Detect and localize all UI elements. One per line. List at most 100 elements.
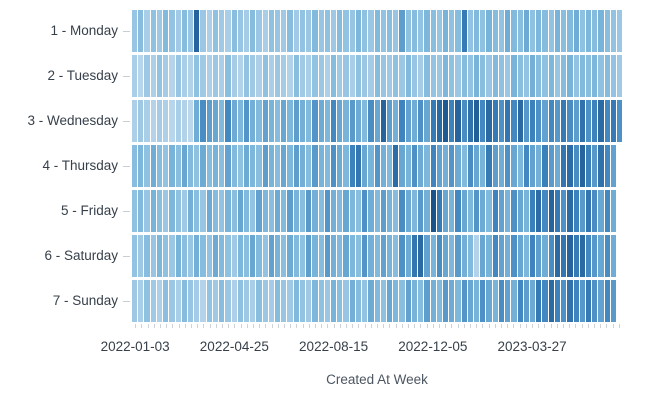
heatmap-cell[interactable] — [331, 145, 337, 187]
heatmap-cell[interactable] — [610, 100, 617, 142]
heatmap-cell[interactable] — [492, 190, 498, 232]
heatmap-cell[interactable] — [324, 100, 330, 142]
heatmap-cell[interactable] — [287, 190, 293, 232]
heatmap-cell[interactable] — [343, 145, 349, 187]
heatmap-cell[interactable] — [212, 10, 219, 52]
heatmap-cell[interactable] — [567, 55, 573, 97]
heatmap-cell[interactable] — [548, 190, 554, 232]
heatmap-cell[interactable] — [206, 235, 212, 277]
heatmap-cell[interactable] — [411, 190, 418, 232]
heatmap-cell[interactable] — [380, 55, 386, 97]
heatmap-cell[interactable] — [243, 55, 250, 97]
heatmap-cell[interactable] — [598, 55, 604, 97]
heatmap-cell[interactable] — [150, 235, 156, 277]
heatmap-cell[interactable] — [281, 190, 287, 232]
heatmap-cell[interactable] — [187, 145, 194, 187]
heatmap-cell[interactable] — [349, 190, 355, 232]
heatmap-cell[interactable] — [573, 55, 579, 97]
heatmap-cell[interactable] — [579, 280, 585, 322]
heatmap-cell[interactable] — [374, 55, 380, 97]
heatmap-cell[interactable] — [604, 190, 610, 232]
heatmap-cell[interactable] — [530, 280, 536, 322]
heatmap-cell[interactable] — [436, 100, 442, 142]
heatmap-cell[interactable] — [306, 190, 312, 232]
heatmap-cell[interactable] — [306, 145, 312, 187]
heatmap-cell[interactable] — [243, 190, 250, 232]
heatmap-cell[interactable] — [474, 55, 480, 97]
heatmap-cell[interactable] — [585, 235, 592, 277]
heatmap-cell[interactable] — [386, 100, 393, 142]
heatmap-cell[interactable] — [212, 145, 219, 187]
heatmap-cell[interactable] — [386, 280, 393, 322]
heatmap-cell[interactable] — [156, 10, 163, 52]
heatmap-cell[interactable] — [262, 280, 268, 322]
heatmap-cell[interactable] — [374, 280, 380, 322]
heatmap-cell[interactable] — [262, 235, 268, 277]
heatmap-cell[interactable] — [405, 190, 411, 232]
heatmap-cell[interactable] — [237, 100, 243, 142]
heatmap-cell[interactable] — [225, 145, 231, 187]
heatmap-cell[interactable] — [386, 10, 393, 52]
heatmap-cell[interactable] — [237, 235, 243, 277]
heatmap-cell[interactable] — [275, 235, 281, 277]
heatmap-cell[interactable] — [610, 190, 617, 232]
heatmap-cell[interactable] — [194, 145, 200, 187]
heatmap-cell[interactable] — [604, 280, 610, 322]
heatmap-cell[interactable] — [324, 235, 330, 277]
heatmap-cell[interactable] — [132, 145, 138, 187]
heatmap-cell[interactable] — [424, 10, 430, 52]
heatmap-cell[interactable] — [411, 145, 418, 187]
heatmap-cell[interactable] — [293, 235, 299, 277]
heatmap-cell[interactable] — [461, 10, 467, 52]
heatmap-cell[interactable] — [498, 190, 505, 232]
heatmap-cell[interactable] — [592, 235, 598, 277]
heatmap-cell[interactable] — [312, 10, 318, 52]
heatmap-cell[interactable] — [430, 100, 436, 142]
heatmap-cell[interactable] — [368, 55, 374, 97]
heatmap-cell[interactable] — [225, 190, 231, 232]
heatmap-cell[interactable] — [536, 100, 542, 142]
heatmap-cell[interactable] — [449, 190, 455, 232]
heatmap-cell[interactable] — [380, 190, 386, 232]
heatmap-cell[interactable] — [362, 190, 368, 232]
heatmap-cell[interactable] — [132, 100, 138, 142]
heatmap-cell[interactable] — [219, 280, 225, 322]
heatmap-cell[interactable] — [418, 145, 424, 187]
heatmap-cell[interactable] — [480, 55, 486, 97]
heatmap-cell[interactable] — [374, 190, 380, 232]
heatmap-cell[interactable] — [610, 145, 617, 187]
heatmap-cell[interactable] — [505, 190, 511, 232]
heatmap-cell[interactable] — [156, 100, 163, 142]
heatmap-cell[interactable] — [362, 235, 368, 277]
heatmap-cell[interactable] — [567, 235, 573, 277]
heatmap-cell[interactable] — [610, 280, 617, 322]
heatmap-cell[interactable] — [548, 145, 554, 187]
heatmap-cell[interactable] — [393, 55, 399, 97]
heatmap-cell[interactable] — [194, 235, 200, 277]
heatmap-cell[interactable] — [219, 10, 225, 52]
heatmap-cell[interactable] — [567, 280, 573, 322]
heatmap-cell[interactable] — [486, 280, 492, 322]
heatmap-cell[interactable] — [442, 55, 449, 97]
heatmap-cell[interactable] — [486, 190, 492, 232]
heatmap-cell[interactable] — [455, 55, 461, 97]
heatmap-cell[interactable] — [523, 280, 529, 322]
heatmap-cell[interactable] — [405, 10, 411, 52]
heatmap-cell[interactable] — [585, 190, 592, 232]
heatmap-cell[interactable] — [187, 190, 194, 232]
heatmap-cell[interactable] — [156, 145, 163, 187]
heatmap-cell[interactable] — [604, 235, 610, 277]
heatmap-cell[interactable] — [355, 55, 362, 97]
heatmap-cell[interactable] — [474, 280, 480, 322]
heatmap-cell[interactable] — [449, 235, 455, 277]
heatmap-cell[interactable] — [262, 190, 268, 232]
heatmap-cell[interactable] — [156, 280, 163, 322]
heatmap-cell[interactable] — [175, 55, 181, 97]
heatmap-cell[interactable] — [461, 235, 467, 277]
heatmap-cell[interactable] — [243, 280, 250, 322]
heatmap-cell[interactable] — [250, 100, 256, 142]
heatmap-cell[interactable] — [337, 10, 343, 52]
heatmap-cell[interactable] — [312, 190, 318, 232]
heatmap-cell[interactable] — [175, 100, 181, 142]
heatmap-cell[interactable] — [138, 55, 144, 97]
